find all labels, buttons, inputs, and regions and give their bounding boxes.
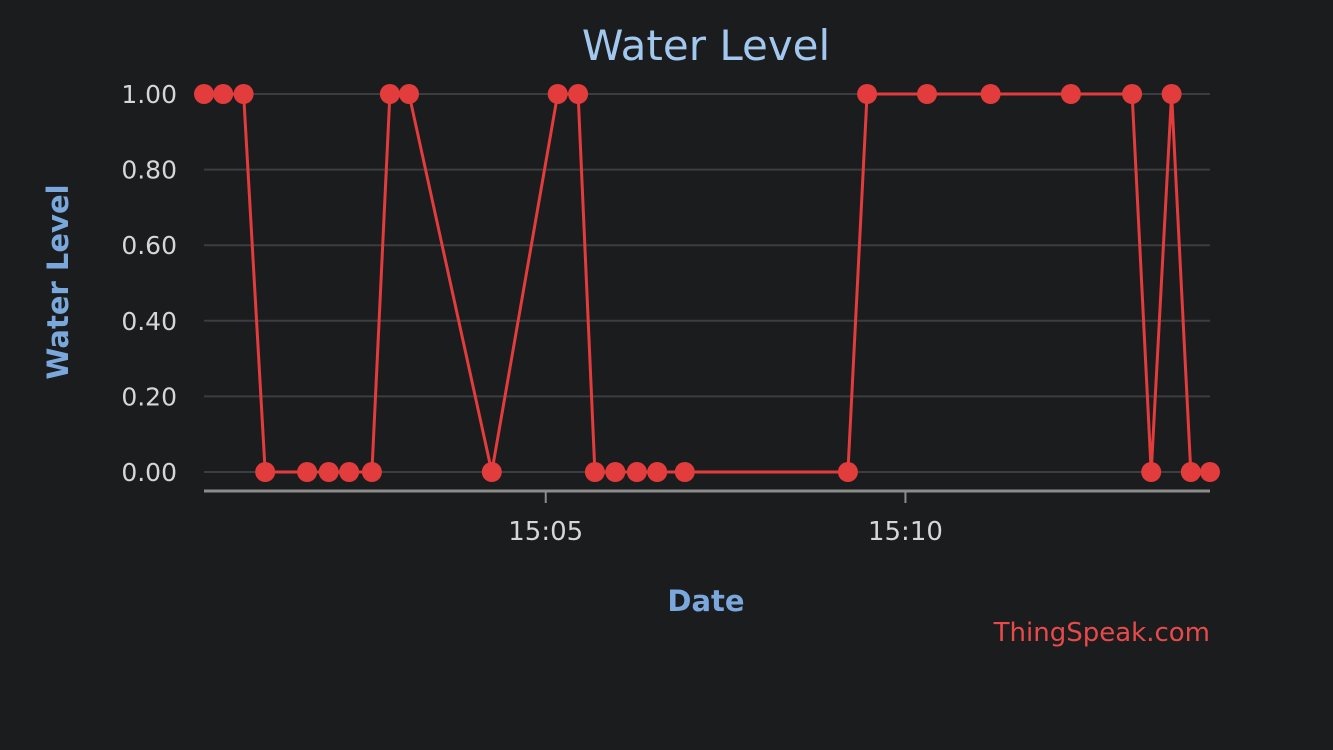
data-point[interactable]: [917, 84, 937, 104]
data-point[interactable]: [1200, 462, 1220, 482]
data-point[interactable]: [1161, 84, 1182, 104]
y-tick-label: 1.00: [121, 80, 177, 109]
data-point[interactable]: [318, 462, 339, 482]
data-point[interactable]: [605, 462, 626, 482]
data-point[interactable]: [1180, 462, 1201, 482]
data-point[interactable]: [647, 462, 668, 482]
y-tick-label: 0.80: [121, 156, 177, 185]
y-axis-title: Water Level: [41, 184, 75, 379]
y-tick-label: 0.20: [121, 382, 177, 411]
y-tick-label: 0.60: [121, 231, 177, 260]
data-point[interactable]: [980, 84, 1001, 104]
data-point[interactable]: [481, 462, 502, 482]
data-point[interactable]: [837, 462, 858, 482]
data-point[interactable]: [674, 462, 695, 482]
data-point[interactable]: [568, 84, 589, 104]
data-point[interactable]: [361, 462, 382, 482]
data-point[interactable]: [233, 84, 254, 104]
data-point[interactable]: [1060, 84, 1081, 104]
data-point[interactable]: [379, 84, 400, 104]
data-point[interactable]: [626, 462, 647, 482]
data-point[interactable]: [194, 84, 214, 104]
data-point[interactable]: [213, 84, 234, 104]
series-line: [204, 92, 1210, 474]
x-tick-label: 15:05: [508, 517, 583, 547]
data-point[interactable]: [399, 84, 419, 104]
x-tick-label: 15:10: [868, 517, 943, 547]
x-axis-title: Date: [667, 584, 744, 618]
data-point[interactable]: [1122, 84, 1143, 104]
thingspeak-credit-link[interactable]: ThingSpeak.com: [993, 618, 1210, 648]
y-tick-label: 0.40: [121, 307, 177, 336]
data-point[interactable]: [1141, 462, 1162, 482]
data-point[interactable]: [547, 84, 568, 104]
data-point[interactable]: [857, 84, 878, 104]
x-axis: 15:05 15:10: [204, 489, 1210, 547]
chart-title: Water Level: [582, 21, 830, 70]
y-tick-label: 0.00: [121, 458, 177, 487]
data-point[interactable]: [584, 462, 605, 482]
y-axis-tick-labels: 0.00 0.20 0.40 0.60 0.80 1.00: [121, 80, 177, 487]
data-point[interactable]: [255, 462, 276, 482]
data-point[interactable]: [297, 462, 318, 482]
series-layer: [194, 84, 1220, 482]
data-point[interactable]: [339, 462, 360, 482]
